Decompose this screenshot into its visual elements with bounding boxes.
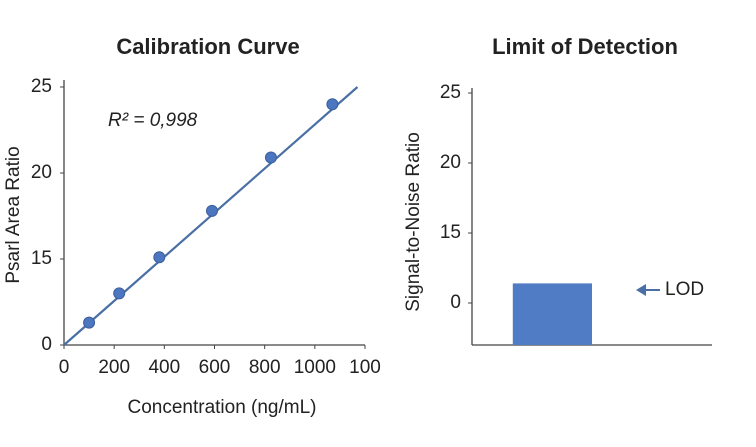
x-tick-label: 600 — [199, 357, 231, 378]
annotation: LOD — [665, 279, 704, 300]
y-axis-title: Psarl Area Ratio — [3, 146, 24, 283]
x-tick-label: 100 — [349, 357, 381, 378]
point — [205, 204, 218, 217]
x-tick-label: 400 — [148, 357, 180, 378]
y-tick-label: 20 — [31, 162, 52, 183]
point — [83, 316, 96, 329]
y-tick-label: 20 — [440, 152, 461, 173]
point — [264, 151, 277, 164]
x-tick-label: 0 — [59, 357, 70, 378]
arrow-head — [636, 284, 646, 296]
y-tick-label: 0 — [41, 334, 52, 355]
y-tick-label: 0 — [450, 292, 461, 313]
y-tick-label: 15 — [31, 248, 52, 269]
point — [113, 287, 126, 300]
x-tick-label: 800 — [249, 357, 281, 378]
x-axis-title: Concentration (ng/mL) — [127, 397, 316, 418]
y-tick-label: 25 — [440, 82, 461, 103]
chart-title: Limit of Detection — [492, 34, 678, 59]
y-tick-label: 25 — [31, 76, 52, 97]
annotation: R² = 0,998 — [108, 110, 198, 131]
point — [153, 251, 166, 264]
point — [326, 98, 339, 111]
x-tick-label: 1000 — [294, 357, 336, 378]
y-tick-label: 15 — [440, 222, 461, 243]
x-tick-label: 200 — [98, 357, 130, 378]
chart-title: Calibration Curve — [116, 34, 299, 59]
y-axis-title: Signal-to-Noise Ratio — [403, 132, 424, 312]
bar — [512, 283, 592, 345]
